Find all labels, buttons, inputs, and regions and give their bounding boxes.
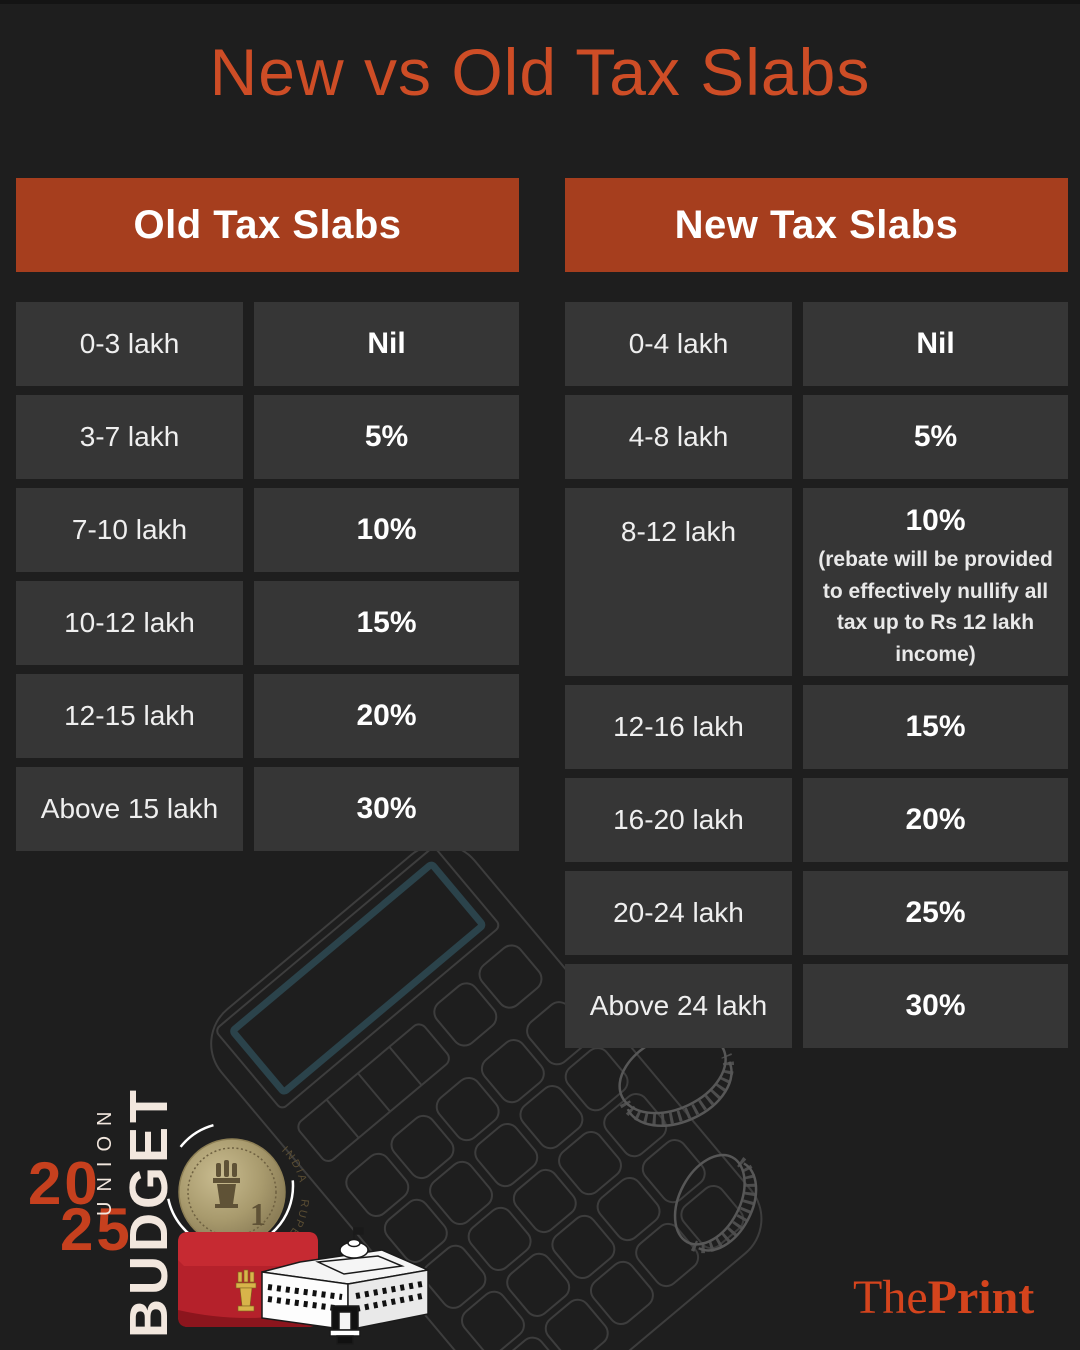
tax-rate-value: 30% bbox=[356, 792, 417, 825]
table-row: 12-15 lakh 20% bbox=[16, 674, 519, 758]
table-row: 7-10 lakh 10% bbox=[16, 488, 519, 572]
badge-union-vertical-text: UNION bbox=[94, 1101, 116, 1216]
table-row: 0-3 lakh Nil bbox=[16, 302, 519, 386]
coin-outline-icon bbox=[673, 1153, 758, 1254]
tax-rate-cell: 5% bbox=[254, 395, 519, 479]
new-tax-table: New Tax Slabs 0-4 lakh Nil 4-8 lakh 5% bbox=[565, 178, 1068, 1048]
income-range-cell: 4-8 lakh bbox=[565, 395, 792, 479]
income-range-cell: Above 15 lakh bbox=[16, 767, 243, 851]
income-range-cell: 8-12 lakh bbox=[565, 488, 792, 676]
tax-rate-value: Nil bbox=[916, 327, 955, 360]
tax-rate-cell: 5% bbox=[803, 395, 1068, 479]
badge-year-25: 25 bbox=[60, 1196, 133, 1263]
tax-rate-value: 5% bbox=[913, 420, 958, 453]
old-tax-header: Old Tax Slabs bbox=[16, 178, 519, 272]
table-row: 12-16 lakh 15% bbox=[565, 685, 1068, 769]
tax-rate-value: 15% bbox=[905, 710, 966, 743]
income-range-cell: 0-4 lakh bbox=[565, 302, 792, 386]
theprint-logo: ThePrint bbox=[853, 1270, 1034, 1325]
logo-the: The bbox=[853, 1271, 928, 1324]
logo-print: Print bbox=[927, 1271, 1035, 1324]
income-range-cell: 20-24 lakh bbox=[565, 871, 792, 955]
badge-budget-vertical-text: BUDGET bbox=[119, 1086, 179, 1338]
coin-india-text: INDIA bbox=[279, 1144, 309, 1185]
income-range-cell: 10-12 lakh bbox=[16, 581, 243, 665]
tax-rate-value: 5% bbox=[364, 420, 409, 453]
page-title: New vs Old Tax Slabs bbox=[209, 35, 871, 109]
new-tax-header: New Tax Slabs bbox=[565, 178, 1068, 272]
table-row: 4-8 lakh 5% bbox=[565, 395, 1068, 479]
tax-rate-value: 10% bbox=[356, 513, 417, 546]
income-range-cell: 12-16 lakh bbox=[565, 685, 792, 769]
table-row: 16-20 lakh 20% bbox=[565, 778, 1068, 862]
tax-rate-cell: 25% bbox=[803, 871, 1068, 955]
tax-rate-value: 20% bbox=[905, 803, 966, 836]
table-row: 0-4 lakh Nil bbox=[565, 302, 1068, 386]
old-tax-rows: 0-3 lakh Nil 3-7 lakh 5% 7-10 lakh bbox=[16, 302, 519, 851]
lion-capital-engraving bbox=[213, 1160, 240, 1208]
tax-rate-cell: Nil bbox=[254, 302, 519, 386]
tax-rate-cell: 15% bbox=[803, 685, 1068, 769]
tax-rate-value: 20% bbox=[356, 699, 417, 732]
tax-rate-cell: 15% bbox=[254, 581, 519, 665]
tax-rate-value: 25% bbox=[905, 896, 966, 929]
tax-rate-note: (rebate will be provided to effectively … bbox=[818, 548, 1053, 666]
income-range-cell: 7-10 lakh bbox=[16, 488, 243, 572]
tax-rate-cell: Nil bbox=[803, 302, 1068, 386]
table-row: 20-24 lakh 25% bbox=[565, 871, 1068, 955]
table-row: Above 15 lakh 30% bbox=[16, 767, 519, 851]
income-range-cell: 16-20 lakh bbox=[565, 778, 792, 862]
tax-rate-value: Nil bbox=[367, 327, 406, 360]
coin-numeral: 1 bbox=[250, 1196, 266, 1232]
table-row: 10-12 lakh 15% bbox=[16, 581, 519, 665]
tax-rate-value: 10% bbox=[905, 504, 966, 537]
tax-rate-cell: 10% (rebate will be provided to effectiv… bbox=[803, 488, 1068, 676]
income-range-cell: 0-3 lakh bbox=[16, 302, 243, 386]
new-tax-rows: 0-4 lakh Nil 4-8 lakh 5% 8-12 lakh bbox=[565, 302, 1068, 1048]
income-range-cell: 3-7 lakh bbox=[16, 395, 243, 479]
tax-rate-cell: 20% bbox=[803, 778, 1068, 862]
tax-rate-cell: 30% bbox=[803, 964, 1068, 1048]
table-row: 3-7 lakh 5% bbox=[16, 395, 519, 479]
budget-briefcase-icon bbox=[178, 1232, 318, 1327]
parliament-building-icon bbox=[261, 1227, 431, 1345]
tax-rate-cell: 10% bbox=[254, 488, 519, 572]
tax-rate-value: 30% bbox=[905, 989, 966, 1022]
table-row: Above 24 lakh 30% bbox=[565, 964, 1068, 1048]
table-row: 8-12 lakh 10% (rebate will be provided t… bbox=[565, 488, 1068, 676]
tax-rate-cell: 20% bbox=[254, 674, 519, 758]
badge-year-20: 20 bbox=[28, 1150, 101, 1217]
ashoka-emblem-icon bbox=[235, 1269, 257, 1312]
top-edge-strip bbox=[0, 0, 1080, 4]
income-range-cell: 12-15 lakh bbox=[16, 674, 243, 758]
tax-rate-cell: 30% bbox=[254, 767, 519, 851]
old-tax-table: Old Tax Slabs 0-3 lakh Nil 3-7 lakh 5% bbox=[16, 178, 519, 851]
tax-rate-value: 15% bbox=[356, 606, 417, 639]
income-range-cell: Above 24 lakh bbox=[565, 964, 792, 1048]
